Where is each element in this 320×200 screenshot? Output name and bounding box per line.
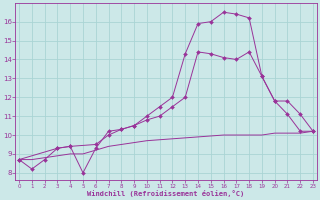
X-axis label: Windchill (Refroidissement éolien,°C): Windchill (Refroidissement éolien,°C): [87, 190, 245, 197]
